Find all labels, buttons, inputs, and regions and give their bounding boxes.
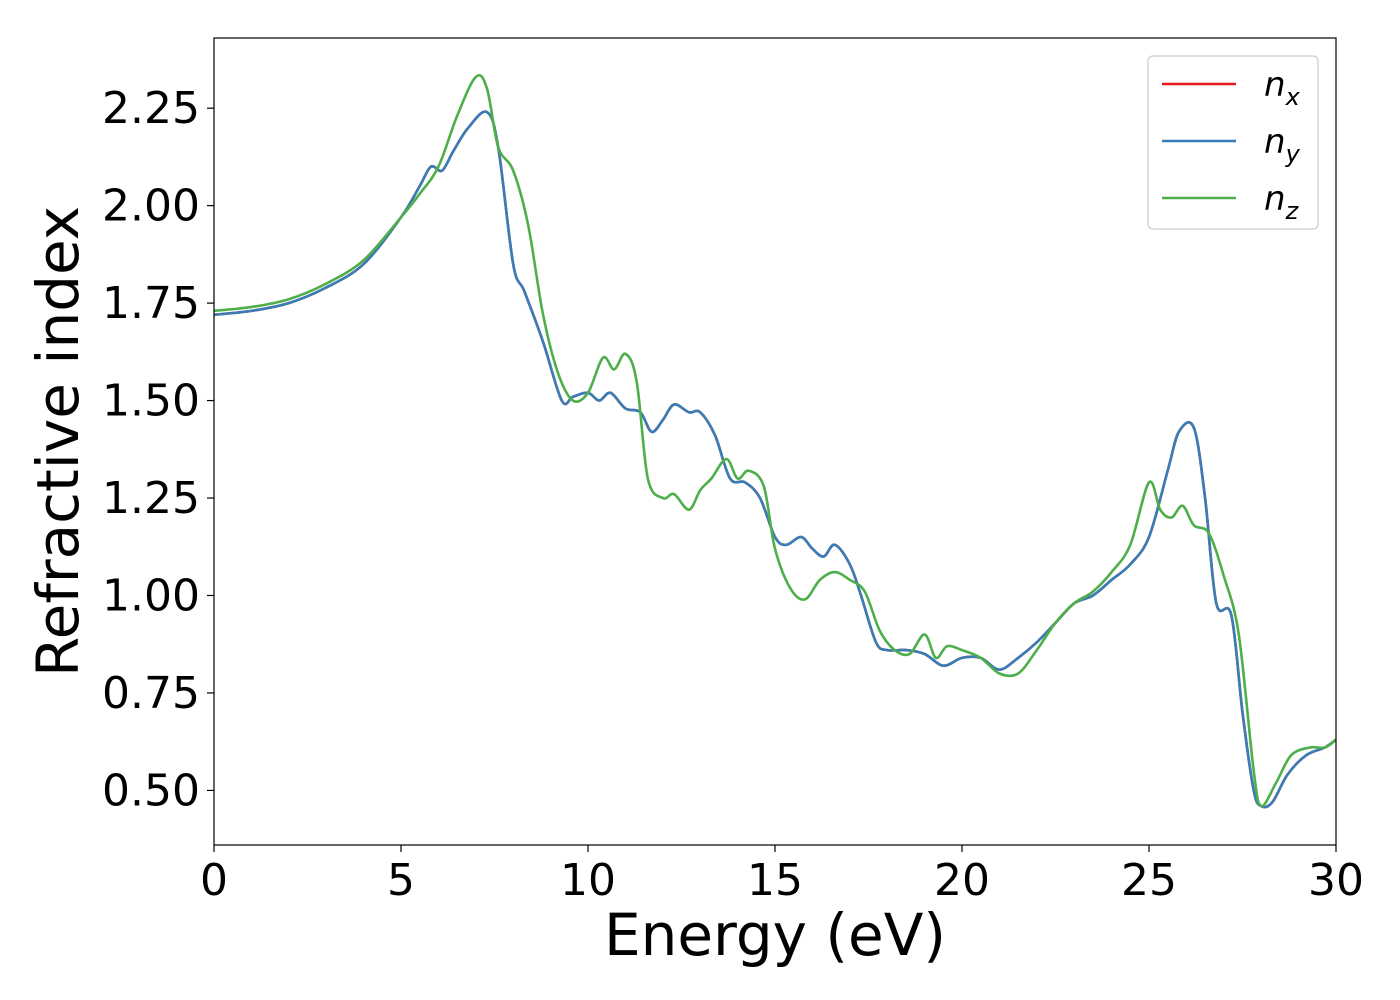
x-tick-label: 10 [560,855,616,906]
y-tick-label: 2.25 [102,83,200,134]
x-tick-label: 25 [1121,855,1177,906]
legend-entries: nx ny nz [1162,65,1301,225]
y-tick-label: 0.50 [102,765,200,816]
x-axis: 0 5 10 15 20 25 30 [200,845,1364,906]
y-tick-label: 0.75 [102,668,200,719]
x-tick-label: 0 [200,855,228,906]
x-tick-label: 15 [747,855,803,906]
legend-label-ny: ny [1264,122,1301,168]
series-line-nz [214,73,1336,808]
legend: nx ny nz [1147,55,1319,230]
x-tick-label: 30 [1308,855,1364,906]
legend-box [1147,55,1319,230]
y-tick-label: 1.75 [102,278,200,329]
y-axis-label: Refractive index [24,206,92,677]
y-tick-label: 2.00 [102,181,200,232]
legend-label-nz: nz [1264,179,1300,225]
legend-label-nx: nx [1264,65,1301,111]
x-axis-label: Energy (eV) [604,901,946,969]
y-tick-label: 1.50 [102,376,200,427]
x-tick-label: 5 [387,855,415,906]
y-tick-label: 1.25 [102,473,200,524]
y-axis: 0.50 0.75 1.00 1.25 1.50 1.75 2.00 2.25 [102,83,214,816]
y-tick-label: 1.00 [102,570,200,621]
series-layer [214,73,1336,809]
x-tick-label: 20 [934,855,990,906]
